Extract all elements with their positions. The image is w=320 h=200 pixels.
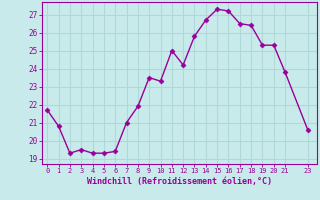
X-axis label: Windchill (Refroidissement éolien,°C): Windchill (Refroidissement éolien,°C) [87, 177, 272, 186]
